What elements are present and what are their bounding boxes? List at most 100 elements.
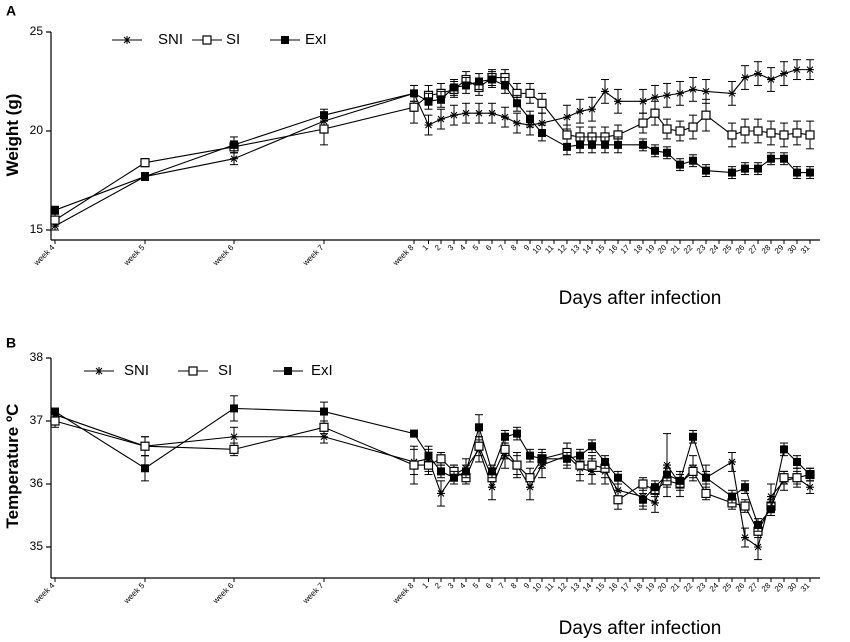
data-point [614, 97, 622, 106]
data-point [437, 467, 445, 476]
data-point [767, 154, 775, 163]
data-point [576, 107, 584, 116]
data-point [793, 65, 801, 74]
x-tick-label: 27 [747, 243, 760, 256]
x-tick-label: 21 [669, 243, 682, 256]
data-point [779, 473, 789, 483]
data-point [754, 543, 762, 551]
data-point [651, 483, 659, 492]
data-point [588, 105, 596, 114]
legend: SNI SI ExI [112, 31, 327, 48]
data-point [450, 473, 458, 482]
data-point [319, 422, 329, 432]
data-point [501, 113, 509, 122]
data-point [437, 115, 445, 124]
data-point [538, 128, 546, 137]
x-tick-label: week 5 [121, 243, 146, 268]
data-point [793, 457, 801, 466]
data-point [424, 121, 433, 130]
data-point [140, 158, 150, 168]
legend-marker [202, 35, 212, 45]
y-axis-title: Weight (g) [3, 94, 22, 177]
data-point [767, 75, 775, 84]
x-tick-label: 31 [799, 581, 812, 594]
data-point [512, 460, 522, 470]
y-tick-label: 38 [30, 350, 44, 364]
data-point [639, 97, 647, 106]
data-point [728, 492, 736, 501]
data-point [767, 492, 775, 501]
data-point [663, 91, 671, 100]
data-point [676, 89, 684, 98]
x-tick-label: 10 [531, 243, 544, 256]
data-point [639, 140, 647, 149]
x-tick-label: 5 [471, 581, 481, 591]
x-tick-label: 2 [433, 243, 443, 253]
data-point [741, 73, 749, 82]
series-exi [51, 71, 814, 215]
data-point [779, 130, 789, 140]
x-axis-title: Days after infection [559, 288, 722, 309]
data-point [488, 109, 496, 118]
series-si [50, 414, 815, 539]
data-point [601, 140, 609, 149]
x-tick-label: week 8 [390, 243, 415, 268]
data-point [780, 154, 788, 163]
data-point [728, 457, 736, 466]
x-tick-label: 8 [509, 243, 519, 253]
data-point [563, 454, 571, 463]
x-tick-label: week 5 [121, 581, 146, 606]
x-tick-label: 12 [556, 581, 569, 594]
data-point [436, 454, 446, 464]
data-point [806, 470, 814, 479]
data-point [475, 423, 483, 432]
data-point [424, 451, 433, 460]
data-point [767, 505, 775, 514]
data-point [424, 97, 433, 106]
data-point [614, 140, 622, 149]
data-point [525, 473, 535, 483]
x-tick-label: 23 [695, 243, 708, 256]
data-point [792, 473, 802, 483]
data-point [140, 441, 150, 451]
x-tick-label: week 7 [300, 243, 325, 268]
data-point [702, 87, 710, 96]
x-tick-label: 2 [433, 581, 443, 591]
data-point [462, 81, 470, 90]
x-tick-label: week 8 [390, 581, 415, 606]
x-tick-label: 22 [682, 243, 695, 256]
data-point [675, 126, 685, 136]
data-point [613, 495, 623, 505]
data-point [409, 102, 419, 112]
data-point [689, 156, 697, 165]
data-point [410, 89, 418, 98]
data-point [576, 140, 584, 149]
x-tick-label: 27 [747, 581, 760, 594]
x-tick-label: 30 [786, 243, 799, 256]
data-point [601, 87, 609, 96]
x-tick-label: 12 [556, 243, 569, 256]
x-tick-label: 4 [458, 581, 468, 591]
panel-letter: A [6, 3, 16, 19]
data-point [538, 119, 546, 128]
data-point [501, 432, 509, 441]
x-tick-label: week 6 [210, 243, 235, 268]
data-point [230, 404, 238, 413]
data-point [766, 128, 776, 138]
data-point [50, 215, 60, 225]
data-point [320, 432, 328, 441]
data-point [792, 128, 802, 138]
x-tick-label: 14 [581, 581, 594, 594]
x-tick-label: 14 [581, 243, 594, 256]
data-point [741, 483, 749, 492]
series-exi [51, 395, 814, 532]
data-point [141, 464, 149, 473]
data-point [702, 166, 710, 175]
data-point [676, 476, 684, 485]
panel-letter: B [6, 335, 16, 351]
x-tick-label: 4 [458, 243, 468, 253]
data-point [462, 467, 470, 476]
x-tick-label: 7 [497, 581, 507, 591]
